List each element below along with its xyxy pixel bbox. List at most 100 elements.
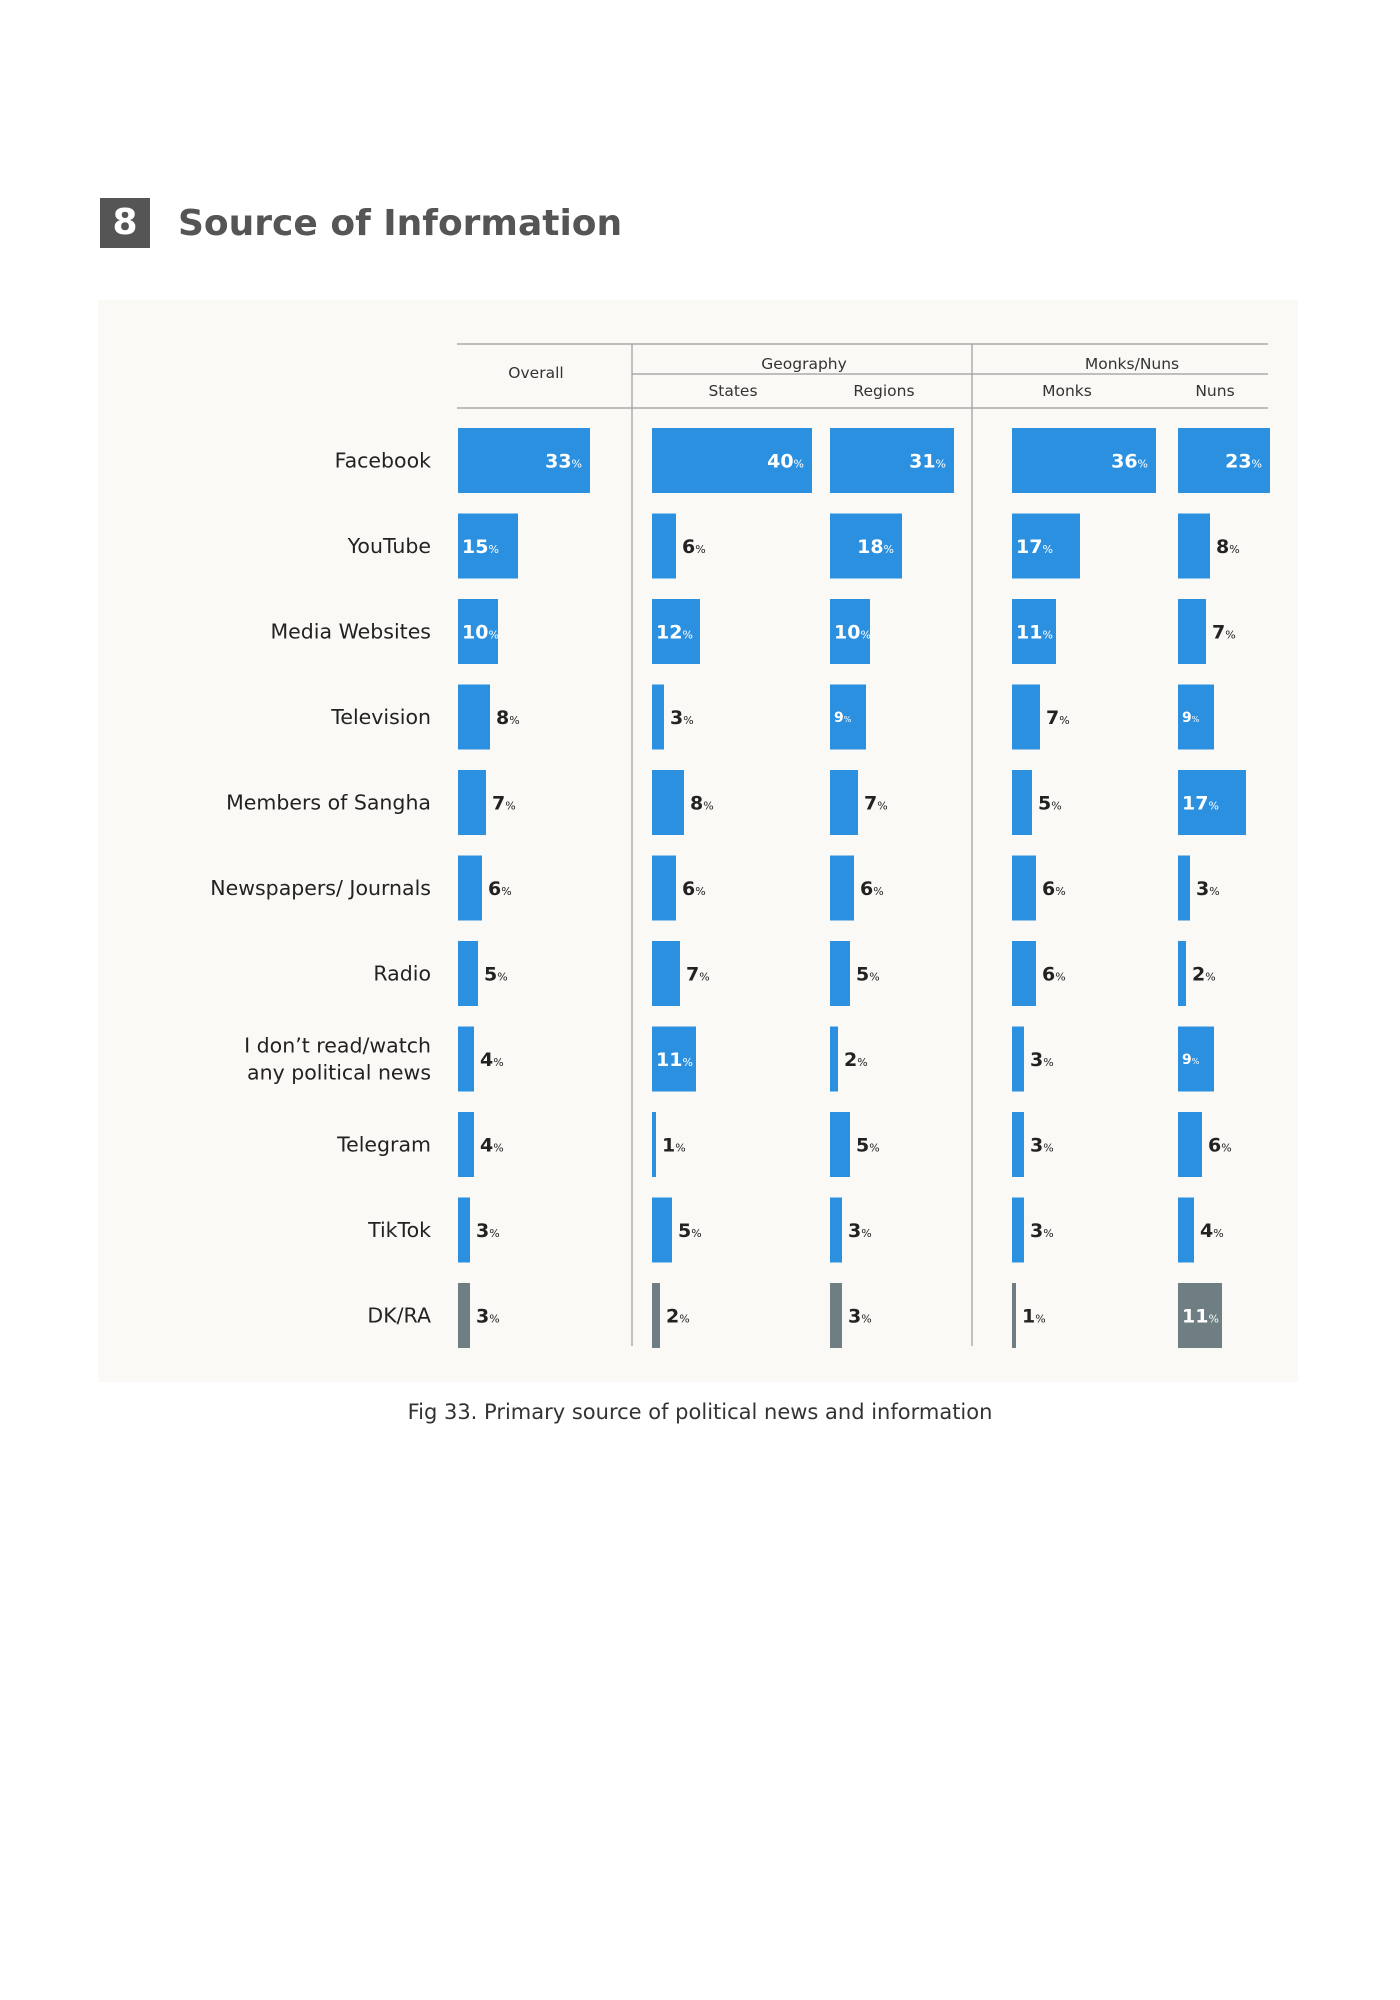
bar-monks-telegram [1012, 1112, 1024, 1177]
category-label-dk-ra: DK/RA [367, 1304, 431, 1328]
bar-monks-tiktok [1012, 1197, 1024, 1263]
category-label-radio: Radio [373, 962, 431, 986]
bar-states-facebook [652, 428, 812, 493]
bar-regions-tiktok [830, 1197, 842, 1263]
bar-nuns-dk-ra [1178, 1283, 1222, 1348]
value-label-monks-radio: 6% [1042, 963, 1066, 985]
header-geography: Geography [761, 355, 847, 373]
value-label-states-newspapers-journals: 6% [682, 878, 706, 900]
bar-nuns-television [1178, 684, 1214, 750]
value-label-monks-newspapers-journals: 6% [1042, 878, 1066, 900]
value-label-overall-dk-ra: 3% [476, 1305, 500, 1327]
value-label-monks-i-don-t-read-watch-any-political-news: 3% [1030, 1049, 1054, 1071]
value-label-states-radio: 7% [686, 963, 710, 985]
value-label-overall-i-don-t-read-watch-any-political-news: 4% [480, 1049, 504, 1071]
bar-monks-youtube [1012, 513, 1080, 579]
bar-regions-radio [830, 941, 850, 1006]
bar-nuns-youtube [1178, 513, 1210, 579]
bar-regions-dk-ra [830, 1283, 842, 1348]
value-label-overall-members-of-sangha: 7% [492, 792, 516, 814]
bar-monks-i-don-t-read-watch-any-political-news [1012, 1026, 1024, 1092]
category-label-tiktok: TikTok [367, 1218, 431, 1242]
bar-states-newspapers-journals [652, 855, 676, 921]
bar-states-i-don-t-read-watch-any-political-news [652, 1026, 696, 1092]
bar-nuns-newspapers-journals [1178, 855, 1190, 921]
bar-regions-facebook [830, 428, 954, 493]
header-monks: Monks [1042, 382, 1092, 400]
bar-monks-facebook [1012, 428, 1156, 493]
bar-nuns-i-don-t-read-watch-any-political-news [1178, 1026, 1214, 1092]
section-number-badge: 8 [100, 198, 150, 248]
value-label-overall-newspapers-journals: 6% [488, 878, 512, 900]
value-label-overall-television: 8% [496, 707, 520, 729]
bar-overall-radio [458, 941, 478, 1006]
bar-overall-telegram [458, 1112, 474, 1177]
bar-nuns-tiktok [1178, 1197, 1194, 1263]
category-label-television: Television [330, 705, 431, 729]
value-label-overall-telegram: 4% [480, 1134, 504, 1156]
bar-monks-members-of-sangha [1012, 770, 1032, 835]
bar-monks-newspapers-journals [1012, 855, 1036, 921]
value-label-nuns-media-websites: 7% [1212, 621, 1236, 643]
bar-nuns-members-of-sangha [1178, 770, 1246, 835]
value-label-overall-radio: 5% [484, 963, 508, 985]
bar-states-tiktok [652, 1197, 672, 1263]
bar-overall-i-don-t-read-watch-any-political-news [458, 1026, 474, 1092]
value-label-regions-dk-ra: 3% [848, 1305, 872, 1327]
value-label-monks-dk-ra: 1% [1022, 1305, 1046, 1327]
bar-monks-media-websites [1012, 599, 1056, 664]
header-regions: Regions [853, 382, 914, 400]
bar-monks-television [1012, 684, 1040, 750]
bar-states-members-of-sangha [652, 770, 684, 835]
bar-regions-television [830, 684, 866, 750]
section-title: Source of Information [178, 203, 623, 244]
bar-nuns-facebook [1178, 428, 1270, 493]
header-monks-nuns: Monks/Nuns [1085, 355, 1179, 373]
bar-overall-youtube [458, 513, 518, 579]
value-label-monks-members-of-sangha: 5% [1038, 792, 1062, 814]
bar-regions-i-don-t-read-watch-any-political-news [830, 1026, 838, 1092]
value-label-states-telegram: 1% [662, 1134, 686, 1156]
bar-states-telegram [652, 1112, 656, 1177]
value-label-monks-tiktok: 3% [1030, 1220, 1054, 1242]
value-label-states-television: 3% [670, 707, 694, 729]
value-label-overall-tiktok: 3% [476, 1220, 500, 1242]
value-label-nuns-youtube: 8% [1216, 536, 1240, 558]
value-label-nuns-telegram: 6% [1208, 1134, 1232, 1156]
value-label-monks-telegram: 3% [1030, 1134, 1054, 1156]
value-label-states-members-of-sangha: 8% [690, 792, 714, 814]
category-label-facebook: Facebook [335, 449, 431, 473]
category-label-i-don-t-read-watch-any-political-news: any political news [247, 1061, 431, 1085]
figure-caption: Fig 33. Primary source of political news… [407, 1400, 993, 1424]
category-label-youtube: YouTube [347, 534, 431, 558]
category-label-media-websites: Media Websites [271, 620, 432, 644]
bar-overall-facebook [458, 428, 590, 493]
bar-overall-newspapers-journals [458, 855, 482, 921]
bar-regions-newspapers-journals [830, 855, 854, 921]
header-overall: Overall [508, 364, 563, 382]
bar-overall-members-of-sangha [458, 770, 486, 835]
value-label-states-tiktok: 5% [678, 1220, 702, 1242]
value-label-regions-i-don-t-read-watch-any-political-news: 2% [844, 1049, 868, 1071]
category-label-telegram: Telegram [336, 1133, 431, 1157]
bar-regions-telegram [830, 1112, 850, 1177]
value-label-regions-members-of-sangha: 7% [864, 792, 888, 814]
bar-states-radio [652, 941, 680, 1006]
value-label-regions-telegram: 5% [856, 1134, 880, 1156]
bar-overall-television [458, 684, 490, 750]
bar-nuns-radio [1178, 941, 1186, 1006]
bar-monks-dk-ra [1012, 1283, 1016, 1348]
value-label-nuns-newspapers-journals: 3% [1196, 878, 1220, 900]
category-label-members-of-sangha: Members of Sangha [226, 791, 431, 815]
bar-monks-radio [1012, 941, 1036, 1006]
bar-states-dk-ra [652, 1283, 660, 1348]
bar-states-television [652, 684, 664, 750]
bar-states-youtube [652, 513, 676, 579]
bar-regions-youtube [830, 513, 902, 579]
bar-overall-dk-ra [458, 1283, 470, 1348]
value-label-states-dk-ra: 2% [666, 1305, 690, 1327]
value-label-nuns-radio: 2% [1192, 963, 1216, 985]
value-label-nuns-tiktok: 4% [1200, 1220, 1224, 1242]
value-label-regions-radio: 5% [856, 963, 880, 985]
value-label-states-youtube: 6% [682, 536, 706, 558]
